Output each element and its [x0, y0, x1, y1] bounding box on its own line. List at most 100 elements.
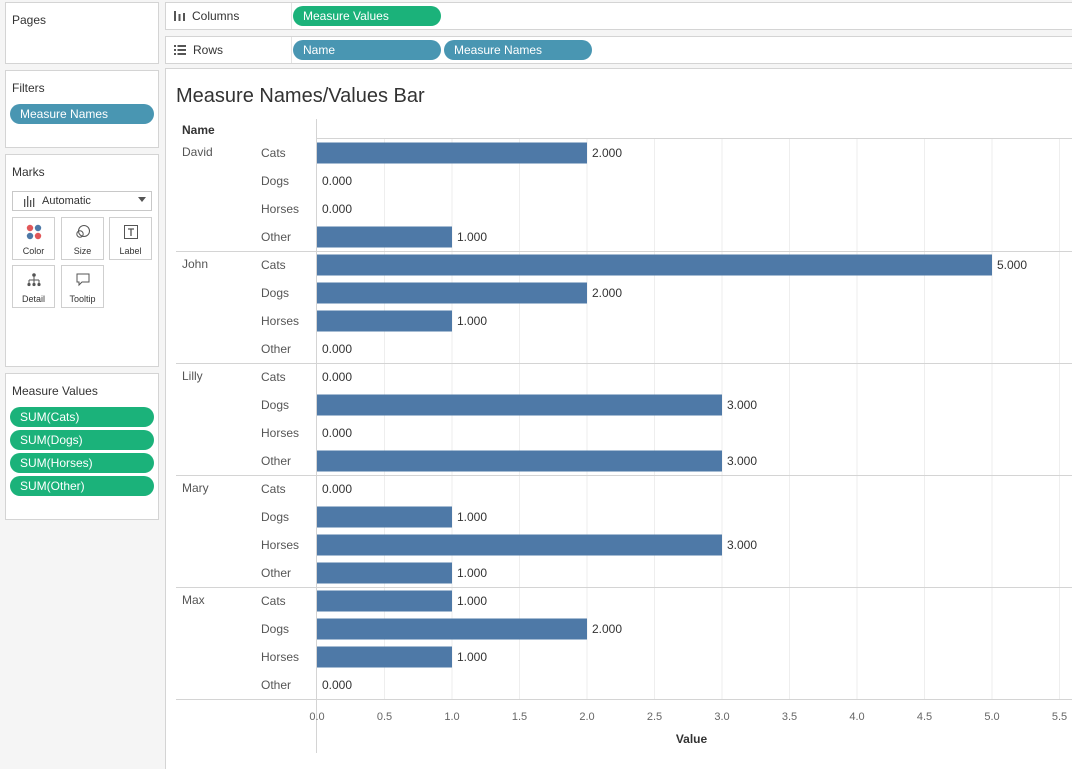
color-button[interactable]: Color	[12, 217, 55, 260]
group-label: Lilly	[182, 369, 203, 383]
measure-label: Cats	[261, 594, 286, 608]
size-icon	[75, 225, 90, 238]
bar-chart-icon	[24, 196, 35, 207]
data-label: 3.000	[727, 454, 757, 468]
x-tick-label: 2.0	[579, 711, 594, 723]
measure-label: Horses	[261, 538, 299, 552]
group-label: David	[182, 145, 213, 159]
view-title: Measure Names/Values Bar	[176, 85, 425, 107]
rows-pill-measure-names[interactable]: Measure Names	[444, 40, 592, 60]
group-label: Mary	[182, 481, 209, 495]
data-label: 3.000	[727, 538, 757, 552]
measure-label: Cats	[261, 146, 286, 160]
data-label: 1.000	[457, 230, 487, 244]
color-icon	[26, 224, 41, 240]
x-tick-label: 2.5	[647, 711, 662, 723]
bar	[317, 590, 452, 612]
data-label: 3.000	[727, 398, 757, 412]
measure-pill-dogs[interactable]: SUM(Dogs)	[10, 430, 154, 450]
measure-label: Other	[261, 678, 291, 692]
label-icon	[123, 225, 138, 239]
chevron-down-icon	[138, 197, 146, 202]
x-tick-label: 5.5	[1052, 711, 1067, 723]
bar	[317, 142, 587, 164]
measure-label: Other	[261, 342, 291, 356]
data-label: 5.000	[997, 258, 1027, 272]
mark-type-label: Automatic	[42, 195, 91, 207]
size-label: Size	[73, 246, 92, 256]
measure-pill-cats[interactable]: SUM(Cats)	[10, 407, 154, 427]
measure-label: Dogs	[261, 622, 289, 636]
color-label: Color	[22, 246, 45, 256]
data-label: 0.000	[322, 678, 352, 692]
bar	[317, 562, 452, 584]
x-tick-label: 3.5	[782, 711, 797, 723]
measure-pill-horses[interactable]: SUM(Horses)	[10, 453, 154, 473]
filter-pill-measure-names[interactable]: Measure Names	[10, 104, 154, 124]
pages-card: Pages	[5, 2, 159, 64]
mark-type-dropdown[interactable]: Automatic	[12, 191, 152, 211]
measure-label: Dogs	[261, 398, 289, 412]
data-label: 0.000	[322, 174, 352, 188]
bar	[317, 534, 722, 556]
rows-shelf-divider	[291, 37, 292, 63]
view-canvas[interactable]: Measure Names/Values Bar Name David Cats 2.…	[165, 68, 1072, 769]
data-label: 1.000	[457, 594, 487, 608]
measure-label: Cats	[261, 258, 286, 272]
x-tick-label: 0.0	[309, 711, 324, 723]
columns-pill-measure-values[interactable]: Measure Values	[293, 6, 441, 26]
size-button[interactable]: Size	[61, 217, 104, 260]
data-label: 0.000	[322, 426, 352, 440]
tooltip-icon	[76, 273, 89, 287]
data-label: 0.000	[322, 342, 352, 356]
rows-shelf-label: Rows	[174, 43, 223, 57]
data-label: 1.000	[457, 510, 487, 524]
x-tick-label: 4.5	[917, 711, 932, 723]
measure-label: Dogs	[261, 510, 289, 524]
bar-chart: Name David Cats 2.000 Dogs 0.000 Horses 0.000 Ot…	[176, 119, 1072, 753]
x-tick-label: 0.5	[377, 711, 392, 723]
measure-label: Cats	[261, 482, 286, 496]
measure-label: Horses	[261, 314, 299, 328]
detail-label: Detail	[21, 294, 45, 304]
data-label: 1.000	[457, 650, 487, 664]
measure-label: Other	[261, 454, 291, 468]
columns-shelf-label: Columns	[174, 9, 239, 23]
measure-pill-other[interactable]: SUM(Other)	[10, 476, 154, 496]
tooltip-label: Tooltip	[69, 294, 96, 304]
data-label: 1.000	[457, 566, 487, 580]
data-label: 2.000	[592, 146, 622, 160]
x-tick-label: 5.0	[984, 711, 999, 723]
measure-label: Dogs	[261, 286, 289, 300]
measure-label: Dogs	[261, 174, 289, 188]
marks-card: Marks Automatic Color Size Label Detail	[5, 154, 159, 367]
rows-icon	[174, 45, 186, 55]
bar	[317, 254, 992, 276]
bar	[317, 282, 587, 304]
data-label: 2.000	[592, 286, 622, 300]
x-tick-label: 3.0	[714, 711, 729, 723]
group-label: John	[182, 257, 208, 271]
measure-label: Horses	[261, 650, 299, 664]
x-tick-label: 4.0	[849, 711, 864, 723]
columns-shelf: Columns Measure Values	[165, 2, 1072, 30]
rows-label: Rows	[193, 43, 224, 57]
bar	[317, 506, 452, 528]
x-tick-label: 1.0	[444, 711, 459, 723]
label-label: Label	[119, 246, 142, 256]
detail-button[interactable]: Detail	[12, 265, 55, 308]
measure-values-title: Measure Values	[12, 384, 98, 398]
pages-title: Pages	[12, 13, 47, 27]
measure-label: Horses	[261, 202, 299, 216]
x-tick-label: 1.5	[512, 711, 527, 723]
bar	[317, 646, 452, 668]
measure-label: Other	[261, 230, 291, 244]
bar	[317, 450, 722, 472]
group-label: Max	[182, 593, 205, 607]
data-label: 0.000	[322, 202, 352, 216]
detail-icon	[26, 273, 41, 287]
rows-pill-name[interactable]: Name	[293, 40, 441, 60]
data-label: 0.000	[322, 482, 352, 496]
tooltip-button[interactable]: Tooltip	[61, 265, 104, 308]
label-button[interactable]: Label	[109, 217, 152, 260]
